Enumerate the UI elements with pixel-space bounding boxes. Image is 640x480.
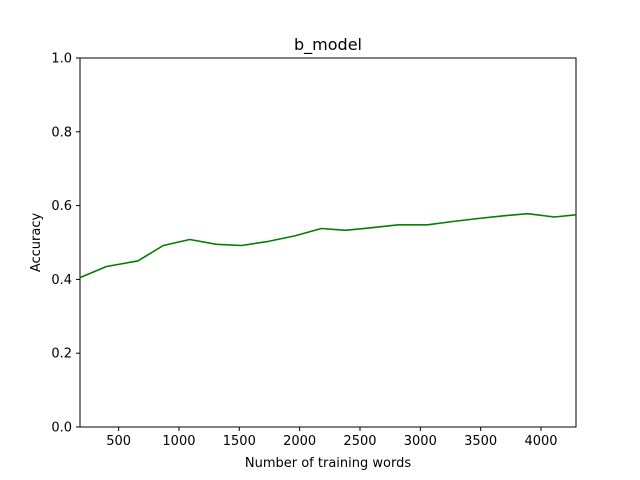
y-axis-label: Accuracy [29, 213, 44, 273]
y-tick-label: 0.0 [51, 421, 72, 436]
y-tick-label: 1.0 [51, 52, 72, 67]
x-tick-label: 2500 [343, 434, 376, 449]
x-tick-label: 4000 [524, 434, 557, 449]
x-tick-label: 2000 [283, 434, 316, 449]
plot-area [79, 57, 577, 428]
x-tick-label: 500 [106, 434, 131, 449]
series-line-0 [79, 212, 577, 279]
x-axis-label: Number of training words [245, 456, 411, 471]
series-layer [79, 212, 577, 279]
y-tick-label: 0.8 [51, 125, 72, 140]
y-tick-label: 0.2 [51, 347, 72, 362]
y-tick-label: 0.4 [51, 273, 72, 288]
x-axis: 500 1000 1500 2000 2500 3000 3500 4000 [106, 427, 558, 449]
x-tick-label: 3500 [464, 434, 497, 449]
x-tick-label: 1500 [223, 434, 256, 449]
y-axis: 0.0 0.2 0.4 0.6 0.8 1.0 [51, 52, 80, 436]
x-tick-label: 1000 [162, 434, 195, 449]
chart-title: b_model [294, 35, 362, 55]
plot-frame [79, 57, 577, 428]
y-tick-label: 0.6 [51, 199, 72, 214]
x-tick-label: 3000 [404, 434, 437, 449]
